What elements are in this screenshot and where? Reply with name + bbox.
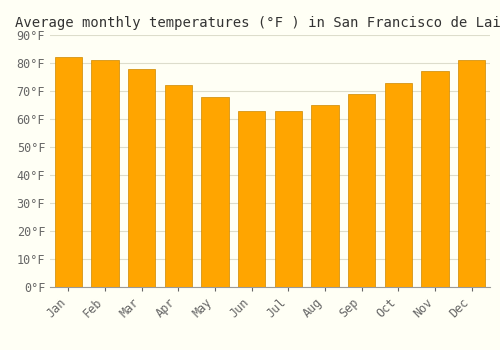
Bar [421, 71, 448, 287]
Bar [274, 111, 302, 287]
Bar [348, 94, 376, 287]
Bar [311, 105, 339, 287]
Bar [238, 111, 266, 287]
Bar [128, 69, 156, 287]
Bar [384, 83, 412, 287]
Bar [201, 97, 229, 287]
Bar [54, 57, 82, 287]
Bar [91, 60, 119, 287]
Bar [458, 60, 485, 287]
Bar [164, 85, 192, 287]
Title: Average monthly temperatures (°F ) in San Francisco de Laishí: Average monthly temperatures (°F ) in Sa… [14, 15, 500, 30]
